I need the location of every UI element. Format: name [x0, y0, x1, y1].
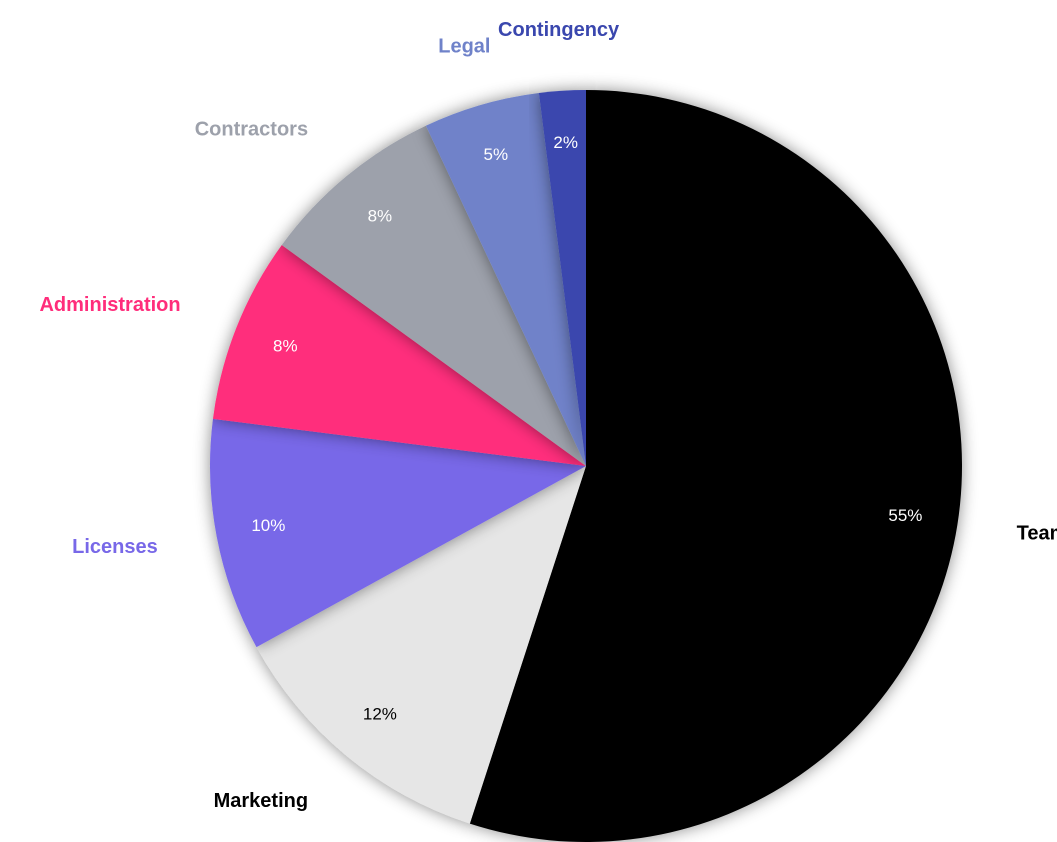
category-label: Team [1017, 522, 1057, 544]
slice [256, 466, 586, 824]
value-label: 12% [363, 705, 397, 724]
category-label: Licenses [72, 536, 158, 558]
slice [210, 418, 586, 648]
value-label: 2% [553, 133, 578, 152]
slice [212, 244, 586, 466]
category-label: Legal [438, 36, 490, 58]
category-label: Contingency [498, 19, 620, 41]
category-label: Administration [39, 294, 180, 316]
value-label: 8% [368, 206, 393, 225]
slice [281, 125, 586, 466]
category-label: Marketing [214, 790, 308, 812]
slice [538, 90, 586, 466]
value-label: 5% [483, 145, 508, 164]
pie [210, 90, 963, 842]
category-label: Contractors [195, 118, 308, 140]
slice [469, 90, 963, 842]
value-label: 8% [273, 336, 298, 355]
value-label: 10% [251, 516, 285, 535]
value-label: 55% [888, 506, 922, 525]
slice [425, 92, 586, 466]
